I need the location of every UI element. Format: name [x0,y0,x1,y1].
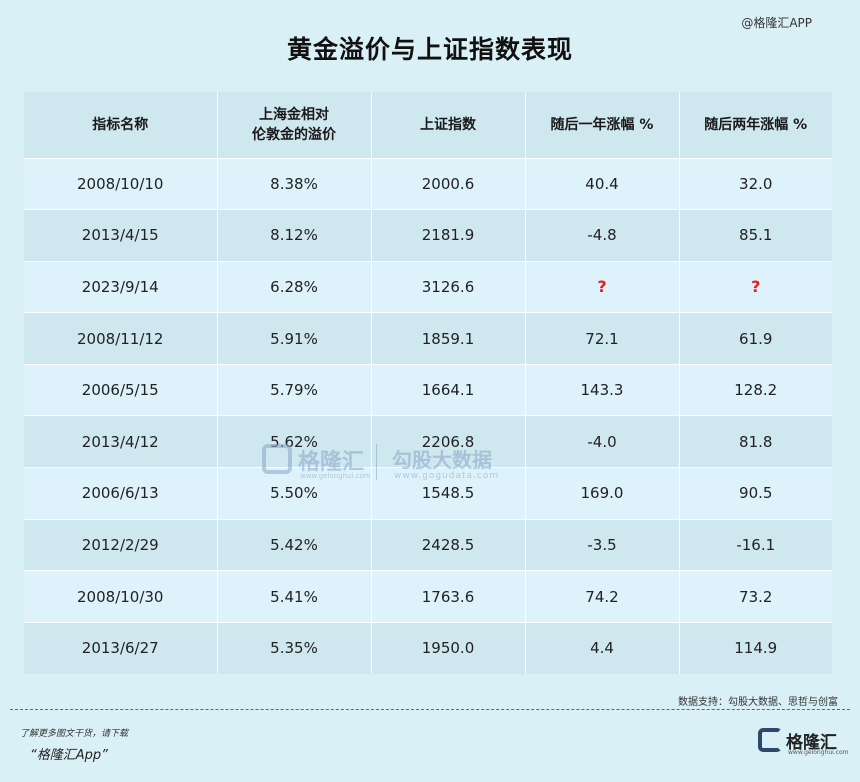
brand-logo: 格隆汇 www.gelonghui.com [758,726,849,762]
table-cell: 2206.8 [371,415,526,468]
column-header-line2: 伦敦金的溢价 [252,126,336,143]
table-cell: 5.42% [217,518,372,571]
column-header: 上海金相对伦敦金的溢价 [217,92,372,158]
column-header-line1: 随后一年涨幅 % [550,116,654,133]
table-cell: 1859.1 [371,312,526,365]
table-cell: 6.28% [217,260,372,313]
table-cell: 5.50% [217,467,372,520]
data-table: 指标名称 上海金相对伦敦金的溢价 上证指数 随后一年涨幅 % 随后两年涨幅 % 2008… [24,92,832,674]
footer-app-name: “格隆汇App” [30,748,108,763]
table-cell: 8.12% [217,209,372,262]
column-header: 随后一年涨幅 % [525,92,680,158]
table-cell: 1664.1 [371,363,526,416]
table-cell: 72.1 [525,312,680,365]
table-row: 2006/5/15 5.79% 1664.1 143.3 128.2 [24,363,832,416]
table-cell: 3126.6 [371,260,526,313]
footer-divider [10,709,850,710]
table-cell: -16.1 [679,518,832,571]
footer-promo-text: 了解更多图文干货，请下载 [20,729,129,739]
table-cell: 2013/6/27 [24,621,218,674]
page-title: 黄金溢价与上证指数表现 [286,35,573,64]
table-cell: 2012/2/29 [24,518,218,571]
table-cell: 114.9 [679,621,832,674]
table-cell: 2181.9 [371,209,526,262]
table-row: 2008/11/12 5.91% 1859.1 72.1 61.9 [24,312,832,365]
column-header-line1: 随后两年涨幅 % [704,116,808,133]
table-row: 2013/4/15 8.12% 2181.9 -4.8 85.1 [24,209,832,262]
table-row: 2012/2/29 5.42% 2428.5 -3.5 -16.1 [24,518,832,571]
brand-g-icon [758,728,782,752]
table-row: 2023/9/14 6.28% 3126.6?? [24,260,832,313]
table-cell: 5.62% [217,415,372,468]
table-cell: 2013/4/12 [24,415,218,468]
table-cell: 2023/9/14 [24,260,218,313]
table-cell: -3.5 [525,518,680,571]
table-cell: 40.4 [525,157,680,210]
data-source: 数据支持：勾股大数据、思哲与创富 [678,697,838,708]
table-row: 2008/10/30 5.41% 1763.6 74.2 73.2 [24,570,832,623]
table-cell: 143.3 [525,363,680,416]
table-cell: 169.0 [525,467,680,520]
table-cell: 4.4 [525,621,680,674]
table-cell: 5.35% [217,621,372,674]
brand-name: 格隆汇 [786,733,837,753]
table-cell: 1950.0 [371,621,526,674]
table-cell: 1548.5 [371,467,526,520]
table-cell: 81.8 [679,415,832,468]
column-header: 指标名称 [24,92,218,158]
brand-url: www.gelonghui.com [788,749,849,756]
table-cell: 2008/11/12 [24,312,218,365]
table-row: 2013/6/27 5.35% 1950.0 4.4 114.9 [24,621,832,674]
table-body: 2008/10/10 8.38% 2000.6 40.4 32.0 2013/4/15 8.… [24,157,832,674]
table-cell: 2006/6/13 [24,467,218,520]
table-cell: 2000.6 [371,157,526,210]
table-cell: 2006/5/15 [24,363,218,416]
table-cell: 5.79% [217,363,372,416]
table-cell: 74.2 [525,570,680,623]
table-cell: ? [525,260,680,313]
top-watermark: @格隆汇APP [741,16,812,30]
data-table-container: 指标名称 上海金相对伦敦金的溢价 上证指数 随后一年涨幅 % 随后两年涨幅 % 2008… [24,92,832,674]
table-cell: 90.5 [679,467,832,520]
table-row: 2006/6/13 5.50% 1548.5 169.0 90.5 [24,467,832,520]
table-cell: 32.0 [679,157,832,210]
column-header-line1: 上海金相对 [259,106,329,123]
table-cell: -4.8 [525,209,680,262]
column-header: 上证指数 [371,92,526,158]
table-row: 2013/4/12 5.62% 2206.8 -4.0 81.8 [24,415,832,468]
table-cell: 128.2 [679,363,832,416]
table-cell: 2428.5 [371,518,526,571]
table-cell: 8.38% [217,157,372,210]
column-header: 随后两年涨幅 % [679,92,832,158]
table-cell: 2008/10/10 [24,157,218,210]
table-header-row: 指标名称 上海金相对伦敦金的溢价 上证指数 随后一年涨幅 % 随后两年涨幅 % [24,92,832,158]
table-cell: 5.91% [217,312,372,365]
table-header: 指标名称 上海金相对伦敦金的溢价 上证指数 随后一年涨幅 % 随后两年涨幅 % [24,92,832,158]
table-cell: 85.1 [679,209,832,262]
table-cell: 2013/4/15 [24,209,218,262]
table-cell: 1763.6 [371,570,526,623]
table-cell: -4.0 [525,415,680,468]
table-cell: 2008/10/30 [24,570,218,623]
table-row: 2008/10/10 8.38% 2000.6 40.4 32.0 [24,157,832,210]
column-header-line1: 指标名称 [92,116,149,133]
table-cell: ? [679,260,832,313]
table-cell: 5.41% [217,570,372,623]
table-cell: 73.2 [679,570,832,623]
table-cell: 61.9 [679,312,832,365]
column-header-line1: 上证指数 [420,116,476,133]
